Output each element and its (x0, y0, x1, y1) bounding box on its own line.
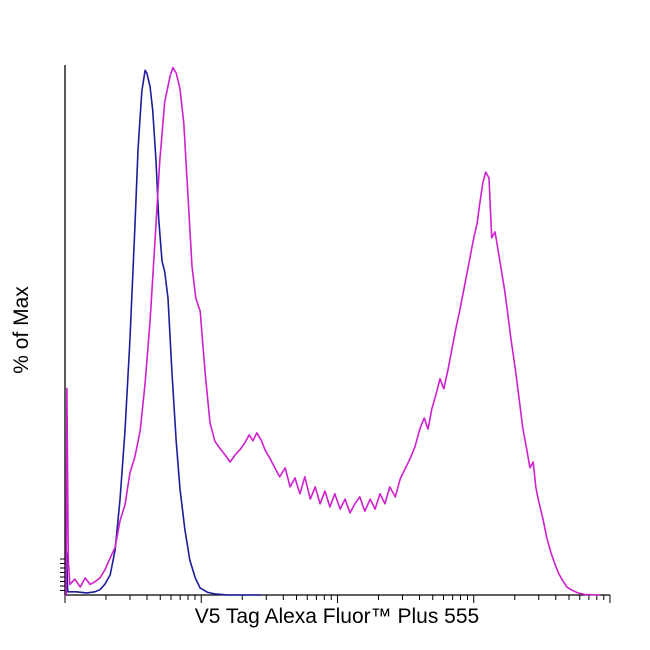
series-curves (65, 66, 600, 596)
y-axis-label: % of Max (10, 286, 33, 374)
axes (64, 65, 610, 596)
series-line-blue-control (65, 69, 263, 596)
x-axis-label: V5 Tag Alexa Fluor™ Plus 555 (195, 605, 479, 628)
axis-ticks (60, 558, 611, 603)
series-line-magenta-stained (65, 66, 600, 596)
